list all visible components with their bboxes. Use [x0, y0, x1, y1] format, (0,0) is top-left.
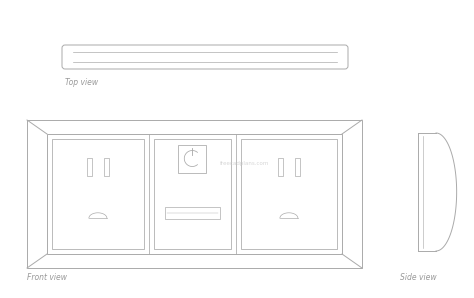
- Bar: [241, 139, 337, 249]
- Bar: [104, 158, 109, 176]
- Bar: [52, 139, 144, 249]
- Bar: [154, 139, 231, 249]
- Bar: [87, 158, 92, 176]
- Bar: [278, 158, 283, 176]
- Bar: [164, 207, 220, 219]
- Bar: [47, 134, 342, 254]
- Bar: [27, 120, 362, 268]
- Bar: [295, 158, 300, 176]
- Text: freecadplans.com: freecadplans.com: [220, 161, 270, 165]
- Text: Side view: Side view: [400, 273, 437, 282]
- Text: Top view: Top view: [65, 78, 98, 87]
- Bar: [178, 145, 206, 173]
- Text: Front view: Front view: [27, 273, 67, 282]
